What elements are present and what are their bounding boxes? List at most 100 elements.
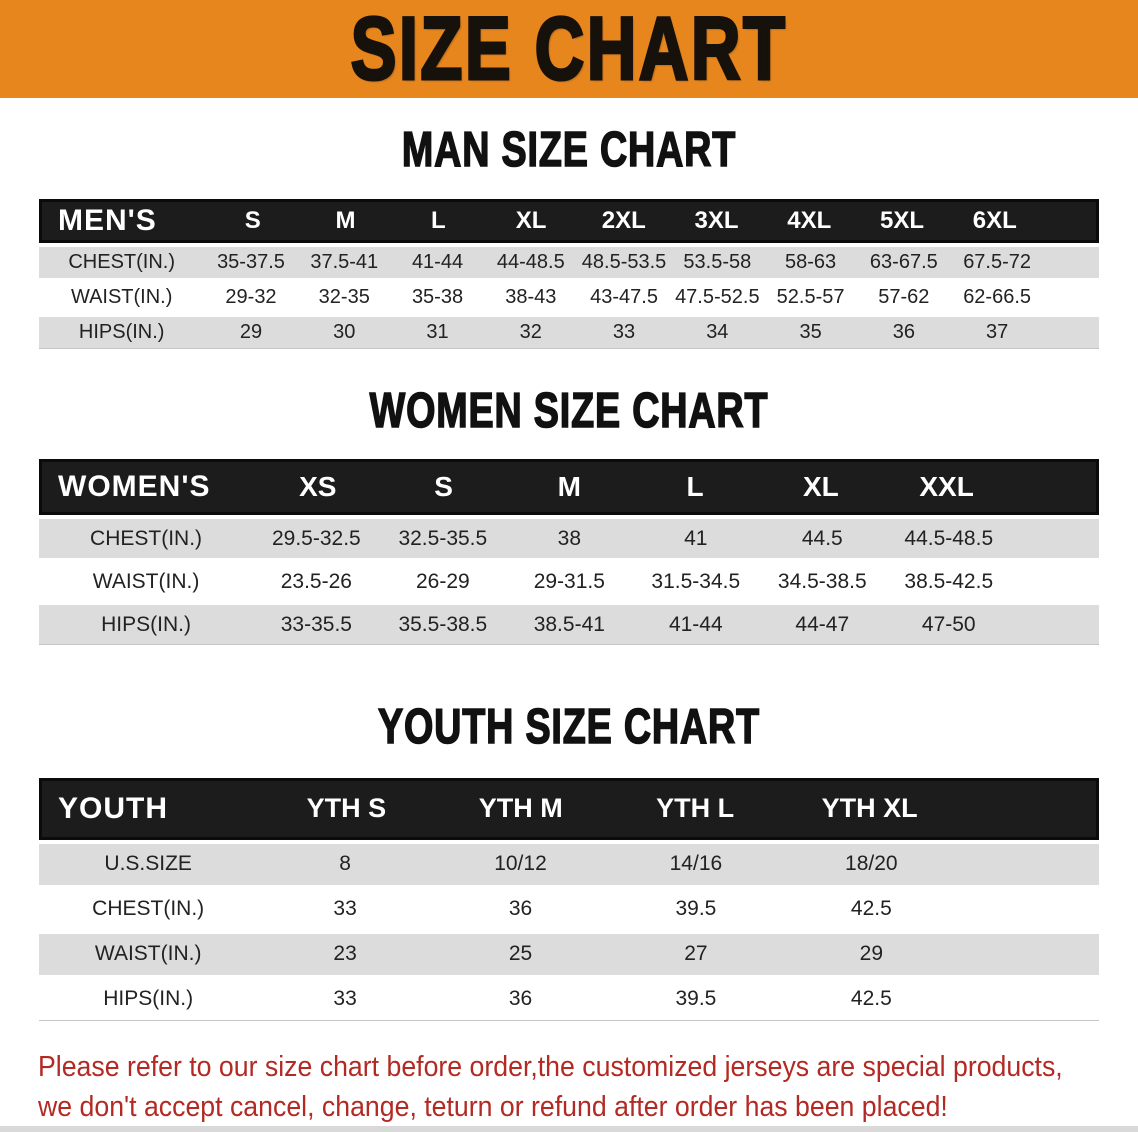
size-table: MEN'S S M L XL 2XL 3XL 4XL 5XL 6XL CHEST(IN.) 35-37… (39, 198, 1099, 349)
table-row: HIPS(IN.) 33-35.5 35.5-38.5 38.5-41 41-44 44-… (39, 601, 1099, 645)
size-cell: 38.5-42.5 (904, 569, 994, 593)
size-cell: 33 (333, 987, 357, 1011)
section-heading: MAN SIZE CHART (401, 121, 737, 177)
size-cell: 67.5-72 (963, 250, 1032, 273)
size-cell: 14/16 (669, 852, 723, 876)
row-label: WAIST(IN.) (92, 569, 200, 593)
size-column-header: L (686, 471, 704, 503)
size-cell: 44.5 (801, 526, 843, 550)
size-cell: 39.5 (675, 987, 717, 1011)
size-cell: 44-48.5 (496, 250, 565, 273)
size-column-header: YTH S (306, 793, 387, 824)
size-cell: 26-29 (415, 569, 470, 593)
size-cell: 33 (333, 897, 357, 921)
table-header-row: YOUTH YTH S YTH M YTH L YTH XL (39, 777, 1099, 840)
size-cell: 52.5-57 (776, 285, 845, 308)
size-cell: 34.5-38.5 (777, 569, 867, 593)
size-column-header: M (335, 206, 356, 234)
notice-line-2: we don't accept cancel, change, teturn o… (38, 1090, 948, 1123)
size-cell: 38-43 (505, 285, 557, 308)
row-label: WAIST(IN.) (94, 942, 202, 966)
size-cell: 10/12 (494, 852, 547, 876)
size-cell: 23.5-26 (280, 569, 352, 593)
size-table: YOUTH YTH S YTH M YTH L YTH XL U.S.SIZE 8 10/12… (39, 777, 1099, 1021)
size-cell: 8 (339, 852, 351, 876)
table-row: WAIST(IN.) 29-32 32-35 35-38 38-43 43-47.5 47.… (39, 277, 1099, 313)
size-cell: 25 (508, 942, 533, 966)
table-row: HIPS(IN.) 29 30 31 32 33 34 35 36 37 (39, 312, 1099, 348)
row-label: CHEST(IN.) (90, 526, 203, 550)
size-column-header: XXL (919, 471, 974, 503)
size-column-header: 3XL (694, 206, 739, 234)
size-cell: 41 (684, 526, 708, 550)
size-cell: 35-37.5 (217, 250, 285, 273)
size-cell: 57-62 (878, 285, 930, 308)
table-corner-label: YOUTH (58, 791, 168, 825)
table-header-row: WOMEN'S XS S M L XL XXL (39, 459, 1099, 516)
row-label: HIPS(IN.) (78, 320, 165, 343)
size-cell: 47.5-52.5 (675, 285, 760, 308)
size-column-header: XL (515, 206, 547, 234)
size-cell: 44-47 (795, 612, 850, 636)
size-cell: 29-31.5 (533, 569, 605, 593)
size-cell: 53.5-58 (683, 250, 752, 273)
row-label: WAIST(IN.) (70, 285, 173, 308)
table-corner-label: MEN'S (58, 203, 157, 237)
size-cell: 23 (333, 942, 357, 966)
size-cell: 37.5-41 (310, 250, 379, 273)
size-column-header: M (557, 471, 581, 503)
size-column-header: YTH M (478, 793, 563, 824)
footer-notice: Please refer to our size chart before or… (38, 1047, 1138, 1127)
size-column-header: S (244, 206, 261, 234)
size-cell: 41-44 (411, 250, 464, 273)
size-cell: 35.5-38.5 (398, 612, 488, 636)
size-cell: 41-44 (668, 612, 723, 636)
size-cell: 43-47.5 (590, 285, 658, 308)
size-cell: 42.5 (850, 987, 892, 1011)
table-corner-label: WOMEN'S (58, 470, 211, 504)
size-column-header: S (434, 471, 453, 503)
size-column-header: 5XL (880, 206, 925, 234)
table-body: CHEST(IN.) 29.5-32.5 32.5-35.5 38 41 44.5 44.5… (39, 515, 1099, 645)
size-cell: 32-35 (318, 285, 370, 308)
size-column-header: XL (802, 471, 839, 503)
size-cell: 58-63 (785, 250, 837, 273)
size-cell: 18/20 (845, 852, 898, 876)
size-column-header: XS (299, 471, 337, 503)
size-cell: 33 (612, 320, 636, 343)
size-cell: 44.5-48.5 (904, 526, 994, 550)
size-cell: 35 (799, 320, 822, 343)
table-body: CHEST(IN.) 35-37.5 37.5-41 41-44 44-48.5 48.5… (39, 242, 1099, 348)
size-cell: 38 (557, 526, 581, 550)
size-cell: 27 (684, 942, 708, 966)
size-cell: 36 (508, 987, 533, 1011)
size-column-header: 4XL (787, 206, 832, 234)
size-table: WOMEN'S XS S M L XL XXL CHEST(IN.) 29.5-32.5 32.5… (39, 459, 1099, 646)
row-label: HIPS(IN.) (101, 612, 191, 636)
size-cell: 29 (859, 942, 884, 966)
size-cell: 35-38 (411, 285, 464, 308)
size-cell: 36 (508, 897, 533, 921)
row-label: U.S.SIZE (104, 852, 192, 876)
size-cell: 34 (706, 320, 729, 343)
table-header-row: MEN'S S M L XL 2XL 3XL 4XL 5XL 6XL (39, 198, 1099, 243)
size-column-header: YTH L (656, 793, 735, 824)
size-cell: 33-35.5 (280, 612, 352, 636)
table-row: CHEST(IN.) 35-37.5 37.5-41 41-44 44-48.5 48.5… (39, 242, 1099, 278)
section-heading: WOMEN SIZE CHART (369, 382, 769, 438)
size-cell: 32 (519, 320, 542, 343)
size-cell: 29 (239, 320, 263, 343)
size-cell: 37 (985, 320, 1009, 343)
notice-line-1: Please refer to our size chart before or… (38, 1050, 1063, 1083)
row-label: HIPS(IN.) (103, 987, 194, 1011)
table-row: CHEST(IN.) 29.5-32.5 32.5-35.5 38 41 44.5 44.5… (39, 515, 1099, 559)
sections-container: MAN SIZE CHART MEN'S S M L XL 2XL 3XL 4XL 5XL 6XL C… (0, 121, 1138, 1021)
size-section: YOUTH SIZE CHART YOUTH YTH S YTH M YTH L YTH … (0, 699, 1138, 1021)
bottom-strip (0, 1126, 1138, 1132)
table-row: WAIST(IN.) 23.5-26 26-29 29-31.5 31.5-34.5 34… (39, 558, 1099, 602)
size-section: WOMEN SIZE CHART WOMEN'S XS S M L XL XXL CHEST(I… (0, 382, 1138, 646)
size-column-header: 6XL (972, 206, 1017, 234)
table-row: WAIST(IN.) 23 25 27 29 (39, 929, 1099, 975)
table-row: CHEST(IN.) 33 36 39.5 42.5 (39, 884, 1099, 930)
